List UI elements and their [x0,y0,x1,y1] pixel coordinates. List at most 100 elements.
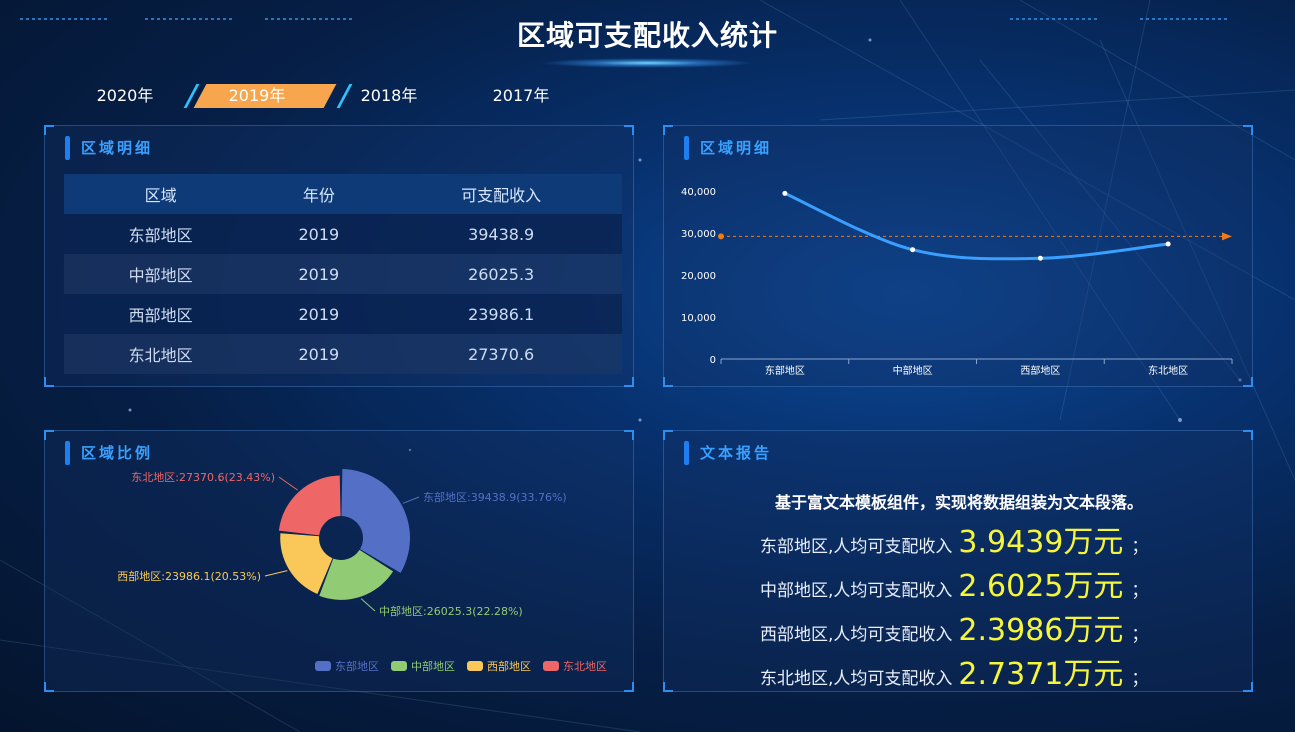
mark-line-start [718,233,724,240]
pie-slice [341,469,410,573]
report-line-unit: 万元 [1063,613,1124,648]
header-dash-left-3 [265,18,355,20]
line-chart: 0 10,000 20,000 30,000 40,000 东部地区 中部地区 西部地区 东北地… [681,187,1233,377]
table-row: 中部地区 2019 26025.3 [64,254,622,294]
table-row: 东部地区 2019 39438.9 [64,214,622,254]
x-tick-label: 东部地区 [765,364,805,377]
report-line-end: ； [1131,669,1149,689]
report-line-label: 东部地区,人均可支配收入 [760,537,953,557]
y-tick-label: 30,000 [681,229,716,240]
text-report-panel: 文本报告 基于富文本模板组件，实现将数据组装为文本段落。 东部地区,人均可支配收… [663,430,1253,692]
table-cell: 东部地区 [64,214,258,254]
report-line-unit: 万元 [1063,569,1124,604]
pie-label: 中部地区:26025.3(22.28%) [379,604,523,618]
header-dash-right-2 [1140,18,1230,20]
table-row: 东北地区 2019 27370.6 [64,334,622,374]
table-cell: 23986.1 [380,294,622,334]
pie-chart-panel: 区域比例 东部地区:39438.9(33.76%) 中部地区:26025.3(22… [44,430,634,692]
report-line-label: 东北地区,人均可支配收入 [760,669,953,689]
data-point [782,190,788,196]
panel-title: 区域明细 [65,136,153,160]
report-line-end: ； [1131,581,1149,601]
table-cell: 39438.9 [380,214,622,254]
pie-chart: 东部地区:39438.9(33.76%) 中部地区:26025.3(22.28%)… [117,469,607,673]
header-dash-left-2 [145,18,235,20]
report-line-value: 2.3986 [958,613,1064,648]
table-cell: 东北地区 [64,334,258,374]
column-header-income: 可支配收入 [380,174,622,214]
report-line: 东北地区,人均可支配收入 2.7371万元 ； [760,649,1149,692]
table-cell: 中部地区 [64,254,258,294]
mark-line-arrow [1222,232,1232,241]
page-title: 区域可支配收入统计 [516,19,778,52]
pie-leader-line [402,496,420,504]
panel-title: 区域明细 [684,136,772,160]
table-cell: 27370.6 [380,334,622,374]
y-tick-label: 40,000 [681,187,716,198]
y-tick-label: 20,000 [681,271,716,282]
report-line-label: 西部地区,人均可支配收入 [760,625,953,645]
legend-swatch [543,661,559,671]
report-line-end: ； [1131,537,1149,557]
report-line-unit: 万元 [1063,525,1124,560]
x-tick-label: 中部地区 [893,364,933,377]
header-dash-right-1 [1010,18,1100,20]
header-dash-left-1 [20,18,110,20]
report-intro: 基于富文本模板组件，实现将数据组装为文本段落。 [774,493,1143,512]
region-table: 区域 年份 可支配收入 东部地区 2019 39438.9 中部地区 2019 … [64,174,622,374]
report-line: 中部地区,人均可支配收入 2.6025万元 ； [760,561,1149,604]
pie-leader-line [264,570,288,577]
legend-label: 西部地区 [487,659,531,673]
report-line-label: 中部地区,人均可支配收入 [760,581,953,601]
y-tick-label: 0 [710,355,716,366]
legend-label: 东北地区 [563,660,607,673]
data-point [910,247,916,253]
data-point [1037,255,1043,261]
legend-label: 东部地区 [335,659,379,673]
table-cell: 2019 [257,294,381,334]
report-line-end: ； [1131,625,1149,645]
pie-leader-line [360,598,376,612]
region-table-panel: 区域明细 区域 年份 可支配收入 东部地区 2019 39438.9 中部地区 … [44,125,634,387]
panel-title: 文本报告 [684,441,772,465]
title-glow [540,58,755,68]
pie-slice [280,533,333,594]
legend-swatch [467,661,483,671]
pie-slice [319,549,394,600]
report-line: 东部地区,人均可支配收入 3.9439万元 ； [760,517,1149,560]
column-header-region: 区域 [64,174,258,214]
series-line [784,191,1169,261]
pie-leader-line [278,476,298,491]
report-line: 西部地区,人均可支配收入 2.3986万元 ； [760,605,1149,648]
table-cell: 2019 [257,214,381,254]
table-cell: 西部地区 [64,294,258,334]
line-chart-panel: 区域明细 0 10,000 20,000 30,000 40,000 东部地区 中部地区 西部… [663,125,1253,387]
table-cell: 2019 [257,334,381,374]
header: 区域可支配收入统计 [0,0,1295,70]
column-header-year: 年份 [257,174,381,214]
x-tick-label: 东北地区 [1148,364,1188,377]
pie-label: 西部地区:23986.1(20.53%) [117,569,261,583]
pie-label: 东部地区:39438.9(33.76%) [423,490,567,504]
table-cell: 2019 [257,254,381,294]
tab-2017[interactable]: 2017年 [492,86,550,105]
report-line-value: 2.6025 [958,569,1064,604]
tab-2020[interactable]: 2020年 [96,86,154,105]
panel-title: 区域比例 [65,441,153,465]
data-point [1165,241,1171,247]
year-tabs: 2020年 2019年 2018年 2017年 [60,82,600,110]
pie-label: 东北地区:27370.6(23.43%) [131,471,275,484]
legend-swatch [391,661,407,671]
tab-2018[interactable]: 2018年 [360,86,418,105]
tab-2019[interactable]: 2019年 [192,82,322,108]
table-row: 西部地区 2019 23986.1 [64,294,622,334]
report-line-unit: 万元 [1063,657,1124,692]
x-tick-label: 西部地区 [1020,364,1060,377]
y-tick-label: 10,000 [681,313,716,324]
table-cell: 26025.3 [380,254,622,294]
report-line-value: 3.9439 [958,525,1064,560]
report-line-value: 2.7371 [958,657,1064,692]
legend-swatch [315,661,331,671]
pie-slice [278,475,341,536]
legend-label: 中部地区 [411,659,455,673]
